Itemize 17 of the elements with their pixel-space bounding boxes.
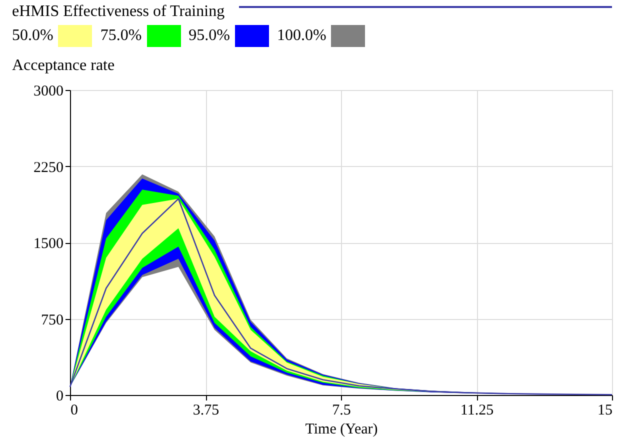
y-tick-label: 1500 <box>34 236 64 252</box>
x-tick-label: 0 <box>70 402 78 418</box>
x-tick-label: 3.75 <box>192 402 220 418</box>
x-tick-label: 7.5 <box>332 402 351 418</box>
legend-label: 100.0% <box>276 27 326 45</box>
y-tick-label: 2250 <box>34 160 64 176</box>
legend-label: 95.0% <box>188 27 230 45</box>
chart-title: eHMIS Effectiveness of Training <box>12 3 225 21</box>
y-tick-label: 750 <box>41 312 64 328</box>
x-tick-label: 15 <box>598 402 612 418</box>
y-axis-title: Acceptance rate <box>12 56 116 76</box>
y-tick-label: 0 <box>56 388 64 404</box>
legend-label: 75.0% <box>100 27 142 45</box>
y-tick-label: 3000 <box>34 84 64 100</box>
legend-label: 50.0% <box>12 27 54 45</box>
x-tick-label: 11.25 <box>460 402 494 418</box>
x-axis-title: Time (Year) <box>305 422 378 438</box>
